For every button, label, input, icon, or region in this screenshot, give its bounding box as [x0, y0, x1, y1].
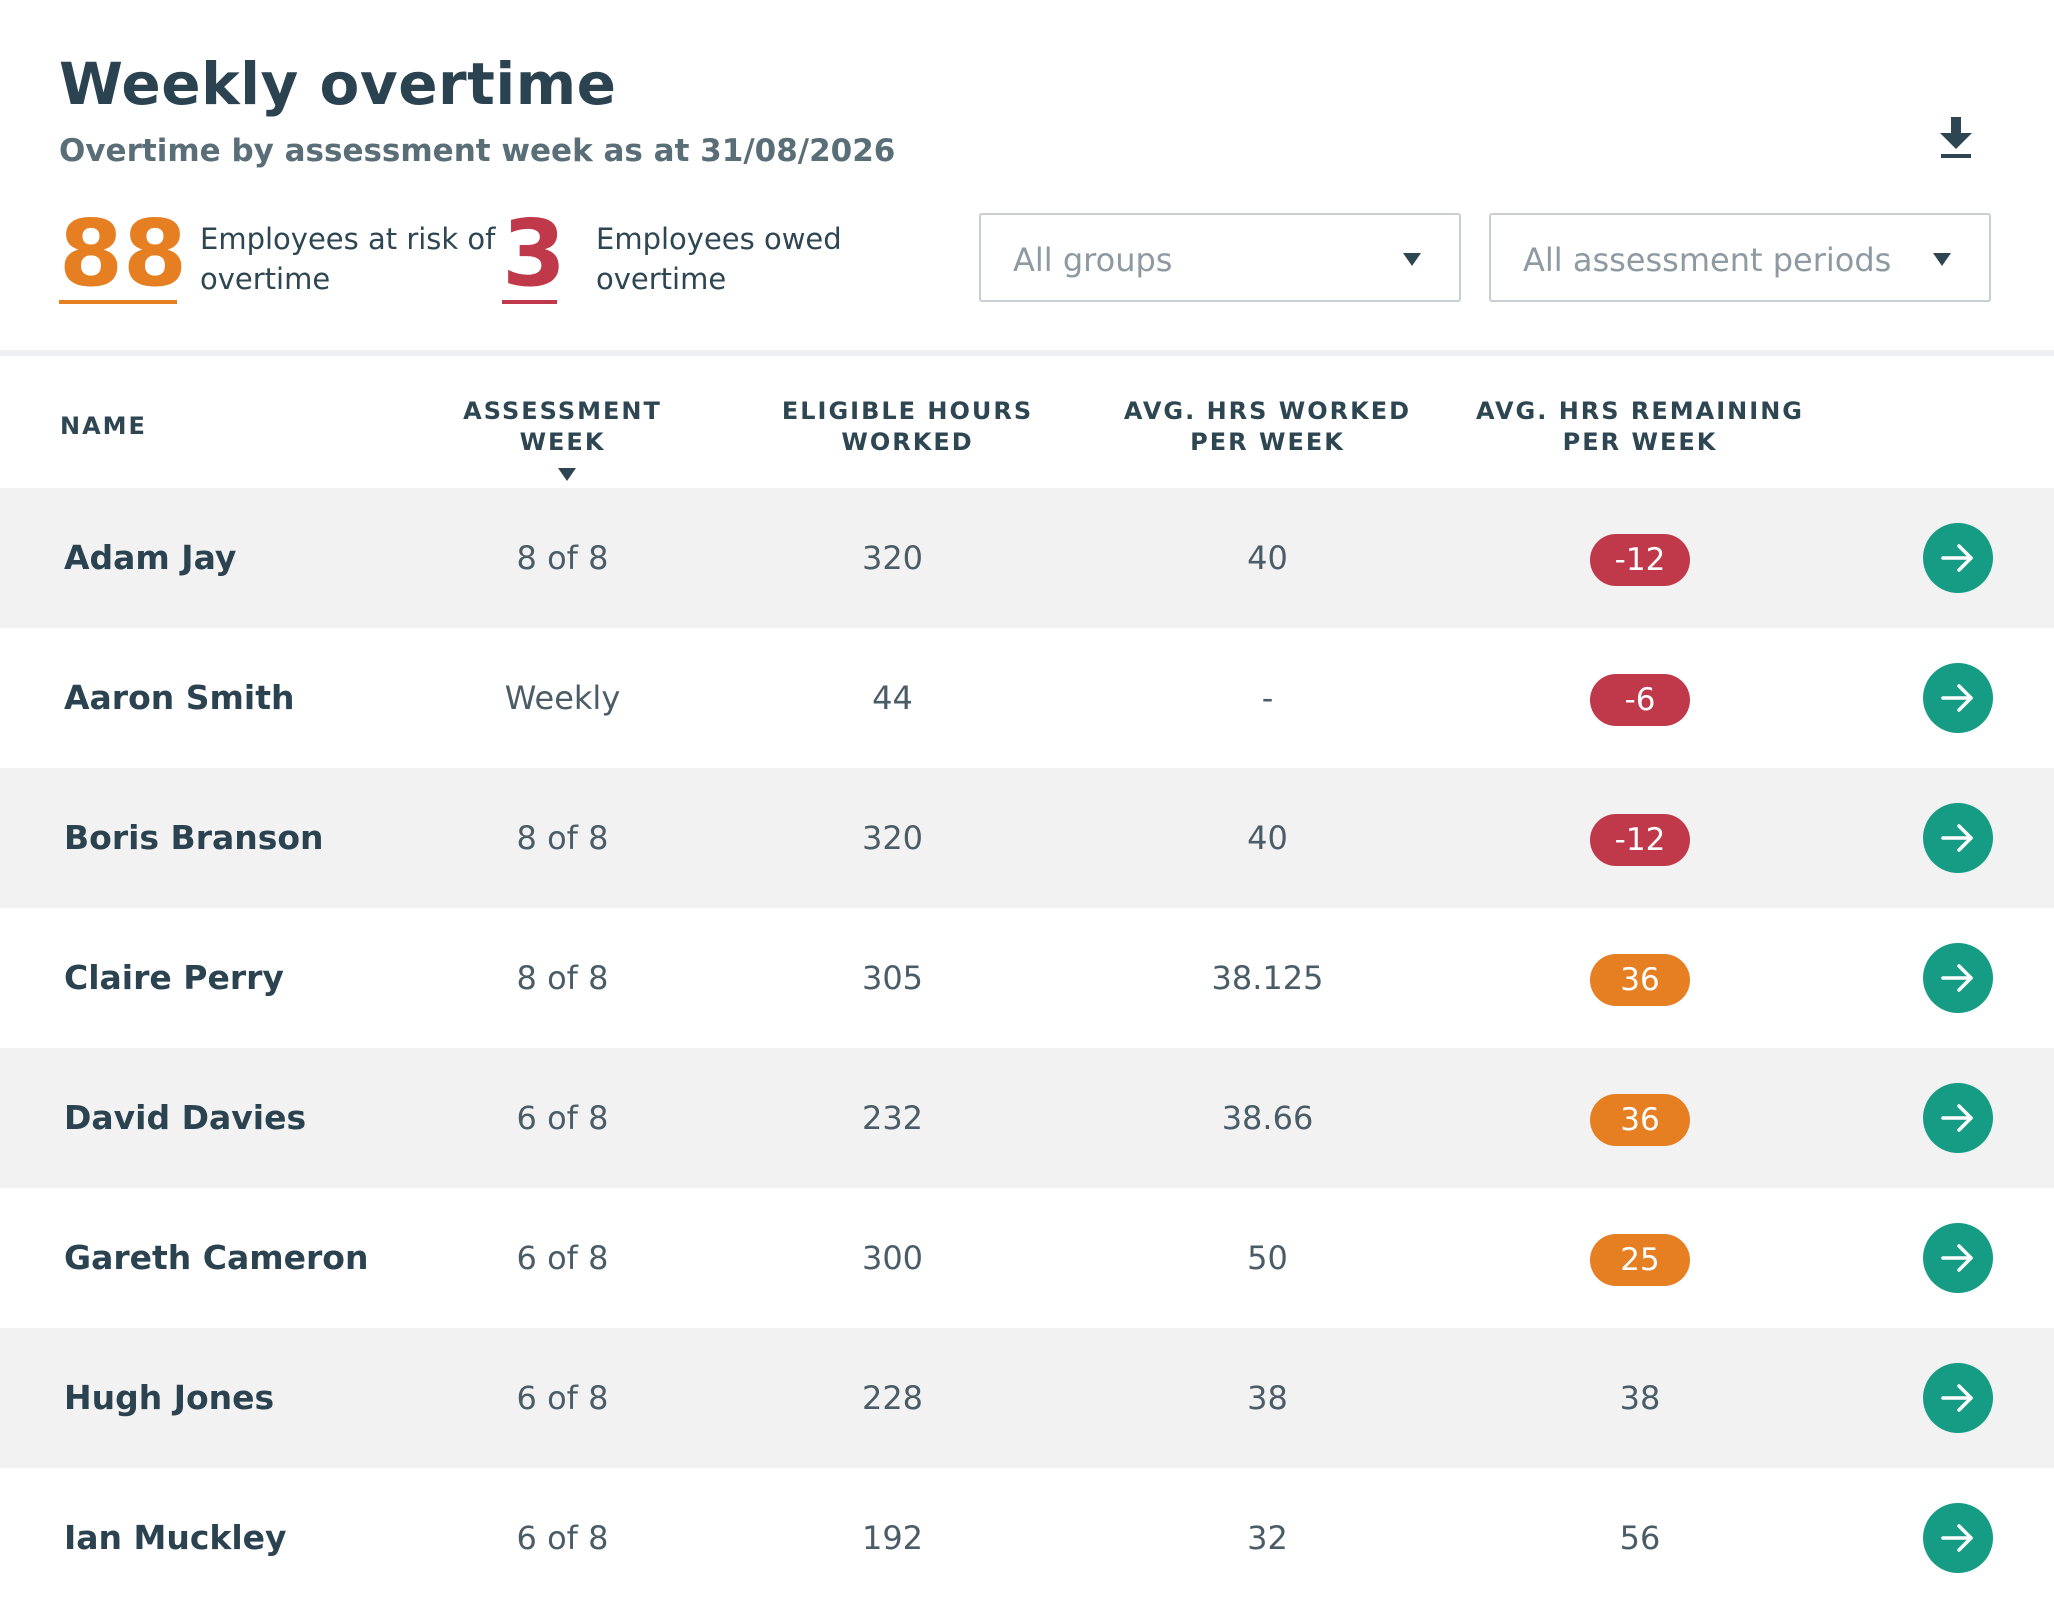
employee-name: Gareth Cameron — [64, 1238, 369, 1277]
status-badge: 36 — [1590, 1094, 1690, 1146]
periods-select[interactable]: All assessment periods — [1489, 213, 1991, 302]
divider — [0, 350, 2054, 356]
assessment-week-cell: 6 of 8 — [516, 1379, 609, 1417]
page-subtitle: Overtime by assessment week as at 31/08/… — [59, 133, 896, 169]
table-row[interactable]: Claire Perry 8 of 8 305 38.125 36 — [0, 908, 2054, 1048]
column-header-name[interactable]: NAME — [60, 412, 147, 440]
periods-select-value: All assessment periods — [1523, 241, 1892, 279]
eligible-hours-cell: 320 — [861, 819, 924, 857]
table-row[interactable]: Boris Branson 8 of 8 320 40 -12 — [0, 768, 2054, 908]
column-header-avg-worked[interactable]: AVG. HRS WORKED PER WEEK — [1123, 397, 1412, 456]
eligible-hours-cell: 232 — [861, 1099, 924, 1137]
table-row[interactable]: Gareth Cameron 6 of 8 300 50 25 — [0, 1188, 2054, 1328]
eligible-hours-cell: 228 — [861, 1379, 924, 1417]
at-risk-label: Employees at risk of overtime — [200, 222, 496, 296]
groups-select-value: All groups — [1013, 241, 1173, 279]
arrow-right-icon[interactable] — [1923, 663, 1993, 733]
employee-name: Adam Jay — [64, 538, 237, 577]
avg-hours-worked-cell: 40 — [1247, 819, 1288, 857]
arrow-right-icon[interactable] — [1923, 803, 1993, 873]
owed-underline — [502, 300, 557, 304]
download-icon[interactable] — [1935, 115, 1977, 161]
avg-hours-worked-cell: 32 — [1247, 1519, 1288, 1557]
avg-hours-worked-cell: - — [1261, 679, 1274, 717]
table-row[interactable]: David Davies 6 of 8 232 38.66 36 — [0, 1048, 2054, 1188]
owed-count[interactable]: 3 — [502, 200, 567, 307]
sort-descending-icon — [557, 467, 576, 481]
avg-hours-worked-cell: 38.125 — [1211, 959, 1324, 997]
avg-hours-remaining-cell: -12 — [1470, 768, 1810, 908]
eligible-hours-cell: 44 — [872, 679, 913, 717]
avg-hours-remaining-cell: 25 — [1470, 1188, 1810, 1328]
employee-name: Ian Muckley — [64, 1518, 287, 1557]
eligible-hours-cell: 300 — [861, 1239, 924, 1277]
employee-name: David Davies — [64, 1098, 307, 1137]
table-row[interactable]: Aaron Smith Weekly 44 - -6 — [0, 628, 2054, 768]
avg-hours-worked-cell: 38.66 — [1221, 1099, 1314, 1137]
assessment-week-cell: 6 of 8 — [516, 1239, 609, 1277]
avg-hours-worked-cell: 40 — [1247, 539, 1288, 577]
arrow-right-icon[interactable] — [1923, 1363, 1993, 1433]
eligible-hours-cell: 305 — [861, 959, 924, 997]
chevron-down-icon — [1403, 253, 1421, 266]
table-row[interactable]: Adam Jay 8 of 8 320 40 -12 — [0, 488, 2054, 628]
assessment-week-cell: 8 of 8 — [516, 959, 609, 997]
column-header-eligible-hours[interactable]: ELIGIBLE HOURS WORKED — [781, 397, 1034, 456]
column-header-avg-remaining[interactable]: AVG. HRS REMAINING PER WEEK — [1476, 397, 1804, 456]
status-badge: 36 — [1590, 954, 1690, 1006]
page-header: Weekly overtime Overtime by assessment w… — [0, 0, 2054, 350]
avg-hours-remaining-cell: 36 — [1470, 908, 1810, 1048]
status-badge: -12 — [1590, 814, 1690, 866]
employee-name: Boris Branson — [64, 818, 324, 857]
employee-name: Aaron Smith — [64, 678, 295, 717]
assessment-week-cell: 8 of 8 — [516, 539, 609, 577]
arrow-right-icon[interactable] — [1923, 1223, 1993, 1293]
assessment-week-cell: 6 of 8 — [516, 1519, 609, 1557]
avg-hours-remaining-cell: -12 — [1470, 488, 1810, 628]
chevron-down-icon — [1933, 253, 1951, 266]
arrow-right-icon[interactable] — [1923, 1503, 1993, 1573]
table-body: Adam Jay 8 of 8 320 40 -12 Aaron Smith Weekly 4… — [0, 488, 2054, 1608]
at-risk-underline — [59, 300, 177, 304]
at-risk-count[interactable]: 88 — [59, 200, 188, 307]
groups-select[interactable]: All groups — [979, 213, 1461, 302]
status-badge: -6 — [1590, 674, 1690, 726]
avg-hours-remaining-cell: -6 — [1470, 628, 1810, 768]
table-row[interactable]: Ian Muckley 6 of 8 192 32 56 — [0, 1468, 2054, 1608]
employee-name: Hugh Jones — [64, 1378, 275, 1417]
assessment-week-cell: 8 of 8 — [516, 819, 609, 857]
arrow-right-icon[interactable] — [1923, 943, 1993, 1013]
table-header: NAME ASSESSMENT WEEK ELIGIBLE HOURS WORK… — [0, 356, 2054, 488]
status-badge: -12 — [1590, 534, 1690, 586]
avg-hours-worked-cell: 50 — [1247, 1239, 1288, 1277]
column-header-assessment-week-label: ASSESSMENT WEEK — [463, 397, 662, 456]
arrow-right-icon[interactable] — [1923, 1083, 1993, 1153]
arrow-right-icon[interactable] — [1923, 523, 1993, 593]
avg-hours-remaining-cell: 56 — [1619, 1519, 1661, 1557]
owed-label: Employees owed overtime — [596, 222, 842, 296]
column-header-assessment-week[interactable]: ASSESSMENT WEEK — [420, 396, 705, 489]
avg-hours-worked-cell: 38 — [1247, 1379, 1288, 1417]
page-title: Weekly overtime — [59, 50, 617, 118]
eligible-hours-cell: 320 — [861, 539, 924, 577]
table-row[interactable]: Hugh Jones 6 of 8 228 38 38 — [0, 1328, 2054, 1468]
assessment-week-cell: Weekly — [504, 679, 621, 717]
avg-hours-remaining-cell: 36 — [1470, 1048, 1810, 1188]
employee-name: Claire Perry — [64, 958, 284, 997]
status-badge: 25 — [1590, 1234, 1690, 1286]
eligible-hours-cell: 192 — [861, 1519, 924, 1557]
avg-hours-remaining-cell: 38 — [1619, 1379, 1661, 1417]
assessment-week-cell: 6 of 8 — [516, 1099, 609, 1137]
